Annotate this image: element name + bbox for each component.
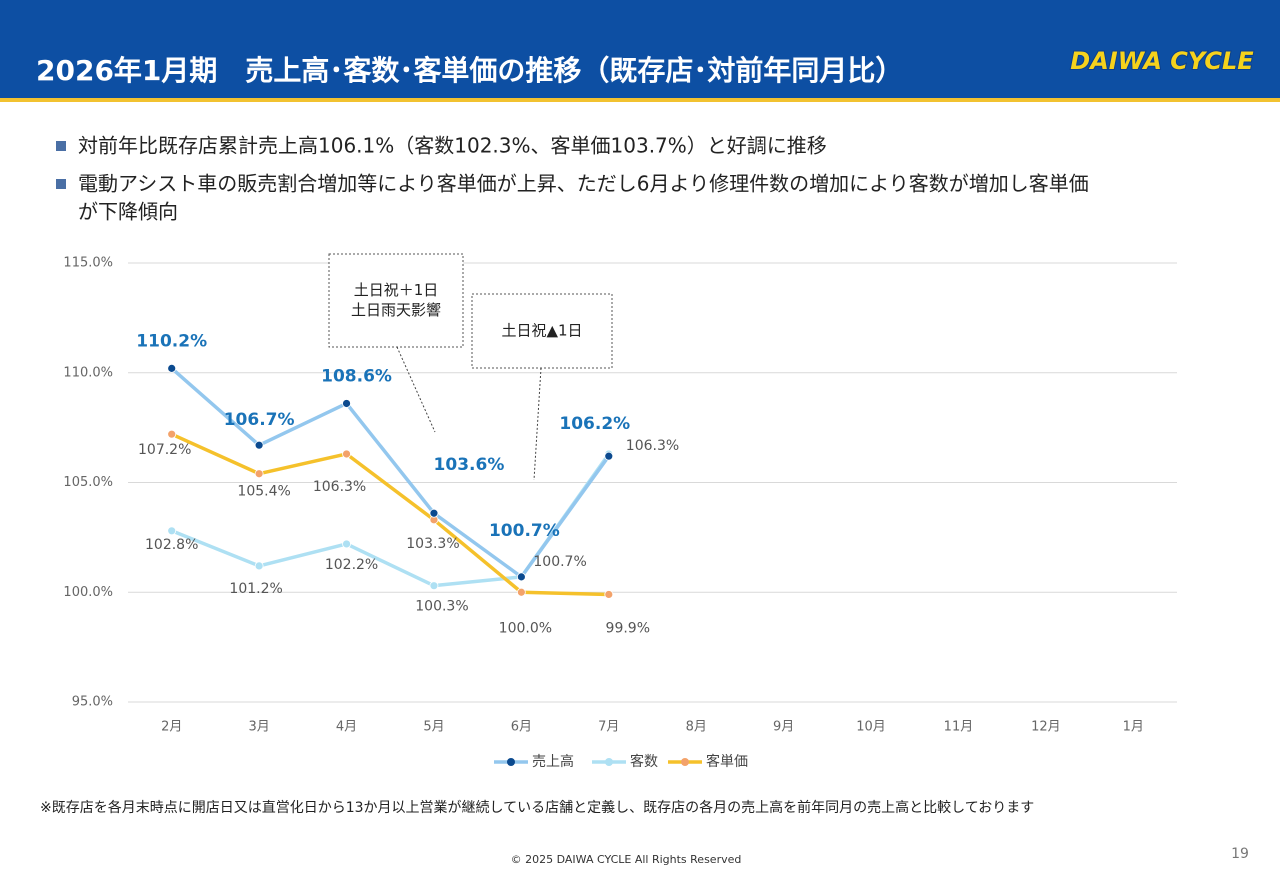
annotation-leader xyxy=(396,346,436,433)
data-label: 101.2% xyxy=(229,581,282,597)
bullet: 電動アシスト車の販売割合増加等により客単価が上昇、ただし6月より修理件数の増加に… xyxy=(78,172,1089,196)
x-tick-label: 3月 xyxy=(248,720,269,735)
legend-label: 客数 xyxy=(630,753,658,770)
data-label: 106.2% xyxy=(559,414,630,434)
header-band xyxy=(0,0,1280,98)
data-label: 103.6% xyxy=(434,455,505,475)
x-tick-label: 12月 xyxy=(1031,720,1061,735)
data-label: 100.7% xyxy=(533,554,586,570)
x-tick-label: 4月 xyxy=(336,720,357,735)
x-tick-label: 7月 xyxy=(598,720,619,735)
header-rule xyxy=(0,98,1280,102)
x-tick-label: 5月 xyxy=(423,720,444,735)
annotation-box xyxy=(328,253,464,348)
marker xyxy=(342,399,351,408)
footnote: ※既存店を各月末時点に開店日又は直営化日から13か月以上営業が継続している店舗と… xyxy=(40,799,1034,816)
copyright: © 2025 DAIWA CYCLE All Rights Reserved xyxy=(511,853,742,866)
x-tick-label: 10月 xyxy=(856,720,886,735)
marker xyxy=(167,526,177,536)
legend-label: 売上高 xyxy=(532,753,574,770)
y-tick-label: 100.0% xyxy=(63,585,113,600)
marker xyxy=(167,363,177,373)
marker xyxy=(516,587,526,597)
marker xyxy=(254,440,264,450)
annotation-leader xyxy=(533,367,542,481)
page-number: 19 xyxy=(1231,846,1249,862)
marker xyxy=(604,590,614,599)
x-tick-label: 2月 xyxy=(161,720,182,735)
marker xyxy=(429,581,439,591)
bullet: 対前年比既存店累計売上高106.1%（客数102.3%、客単価103.7%）と好… xyxy=(78,134,827,158)
x-tick-label: 8月 xyxy=(686,720,707,735)
marker xyxy=(254,561,264,571)
data-label: 106.7% xyxy=(224,410,295,430)
annotation: 土日雨天影響 xyxy=(351,301,441,319)
data-label: 107.2% xyxy=(138,442,191,458)
x-tick-label: 6月 xyxy=(511,720,532,735)
bullet-marker xyxy=(56,179,66,189)
marker xyxy=(429,508,439,518)
data-label: 100.3% xyxy=(415,599,468,615)
data-label: 99.9% xyxy=(606,620,650,636)
bullet-marker xyxy=(56,141,66,151)
y-tick-label: 105.0% xyxy=(63,475,113,490)
data-label: 110.2% xyxy=(136,331,207,351)
marker xyxy=(604,451,614,461)
legend-label: 客単価 xyxy=(706,753,748,770)
legend-marker xyxy=(605,758,613,766)
annotation: 土日祝＋1日 xyxy=(354,281,439,299)
data-label: 100.7% xyxy=(489,521,560,541)
legend-marker xyxy=(681,758,689,766)
annotation: 土日祝▲1日 xyxy=(501,322,582,340)
data-label: 106.3% xyxy=(626,438,679,454)
annotation-box xyxy=(471,293,613,369)
marker xyxy=(254,469,264,479)
y-tick-label: 110.0% xyxy=(63,365,113,380)
marker xyxy=(342,449,351,459)
series-line xyxy=(170,432,609,597)
title: 2026年1月期 売上高･客数･客単価の推移（既存店･対前年同月比） xyxy=(36,54,903,87)
x-tick-label: 1月 xyxy=(1123,720,1144,735)
data-label: 103.3% xyxy=(406,536,459,552)
data-label: 102.2% xyxy=(325,557,378,573)
legend-marker xyxy=(507,758,515,766)
y-tick-label: 95.0% xyxy=(72,695,113,710)
x-tick-label: 11月 xyxy=(944,720,974,735)
data-label: 100.0% xyxy=(499,620,552,636)
bullet: が下降傾向 xyxy=(78,200,178,224)
data-label: 108.6% xyxy=(321,366,392,386)
x-tick-label: 9月 xyxy=(773,720,794,735)
marker xyxy=(342,539,351,549)
marker xyxy=(167,429,177,439)
y-tick-label: 115.0% xyxy=(63,256,113,271)
data-label: 105.4% xyxy=(237,484,290,500)
data-label: 102.8% xyxy=(145,537,198,553)
data-label: 106.3% xyxy=(313,479,366,495)
marker xyxy=(516,572,526,582)
series-line xyxy=(170,367,611,579)
logo: DAIWA CYCLE xyxy=(1070,47,1254,75)
